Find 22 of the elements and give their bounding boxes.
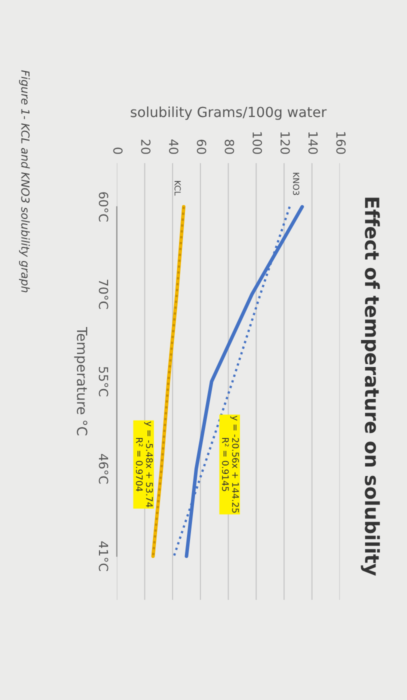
y-tick-label: 55°C	[98, 367, 108, 396]
x-tick-label: 0	[113, 148, 123, 154]
x-tick-label: 120	[280, 132, 290, 154]
x-tick-label: 100	[252, 132, 262, 154]
text: KCL	[174, 181, 181, 196]
caption: Figure 1- KCL and KNO3 solubility graph	[19, 70, 30, 292]
y-tick-label: 60°C	[98, 192, 108, 222]
text: KNO3	[292, 172, 300, 195]
x-tick-label: 60	[196, 140, 206, 154]
text: Effect of temperature on solubility	[360, 198, 380, 576]
x-tick-label: 40	[168, 139, 178, 154]
x-axis-title: solubility Grams/100g water	[130, 106, 327, 120]
annotation: y = -5.48x + 53.74 R² = 0.9704	[136, 422, 153, 508]
y-axis-title: Temperature °C	[74, 326, 88, 436]
annotation: y = -20.56x + 144.25 R² = 0.9145	[222, 416, 239, 513]
x-tick-label: 140	[308, 132, 318, 154]
y-tick-label: 70°C	[98, 280, 108, 309]
x-tick-label: 160	[336, 132, 346, 154]
y-tick-label: 46°C	[98, 454, 108, 484]
x-tick-label: 20	[141, 140, 151, 154]
x-tick-label: 80	[224, 140, 234, 154]
y-tick-label: 41°C	[98, 541, 108, 571]
